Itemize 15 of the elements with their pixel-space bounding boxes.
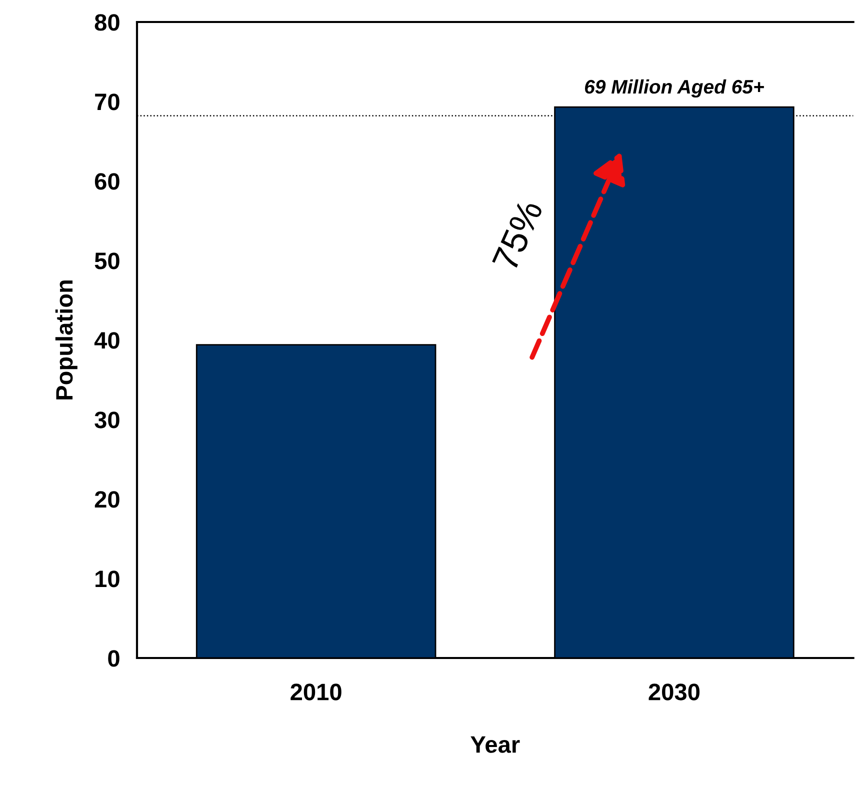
y-tick-label: 0 (108, 650, 120, 667)
y-tick-label: 50 (94, 252, 120, 270)
y-tick-label: 80 (94, 14, 120, 31)
y-tick-label: 20 (94, 491, 120, 508)
y-tick-label: 40 (94, 332, 120, 349)
annotation: 69 Million Aged 65+ (584, 79, 764, 98)
x-tick-label: 2010 (290, 684, 342, 700)
x-axis-title: Year (470, 736, 520, 753)
x-tick-label: 2030 (648, 684, 700, 700)
y-tick-label: 60 (94, 173, 120, 190)
y-tick-label: 70 (95, 94, 120, 110)
y-axis-title: Population (55, 280, 78, 400)
y-tick-label: 30 (94, 412, 120, 428)
y-tick-label: 10 (96, 570, 120, 588)
annotation: 75% (492, 198, 544, 272)
